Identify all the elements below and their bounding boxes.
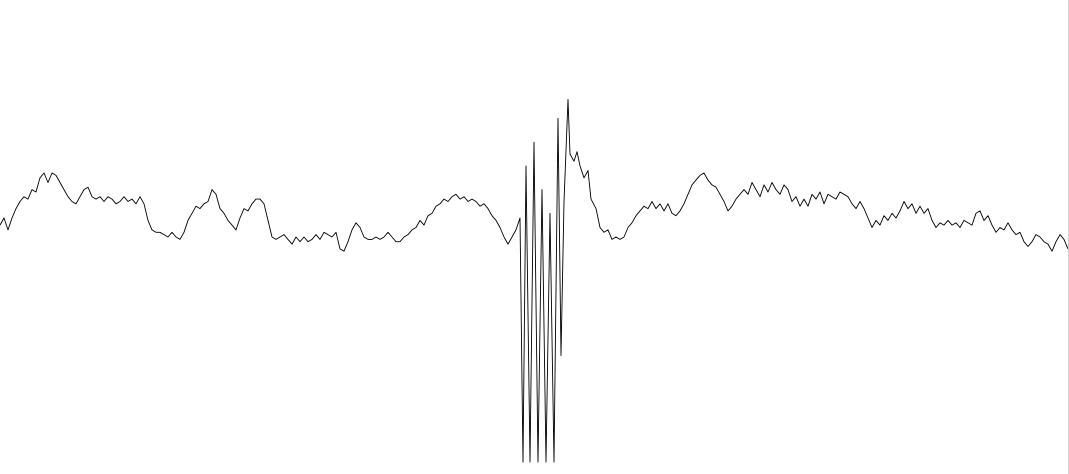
series-line-0	[0, 99, 1069, 463]
series-layer	[0, 99, 1069, 463]
